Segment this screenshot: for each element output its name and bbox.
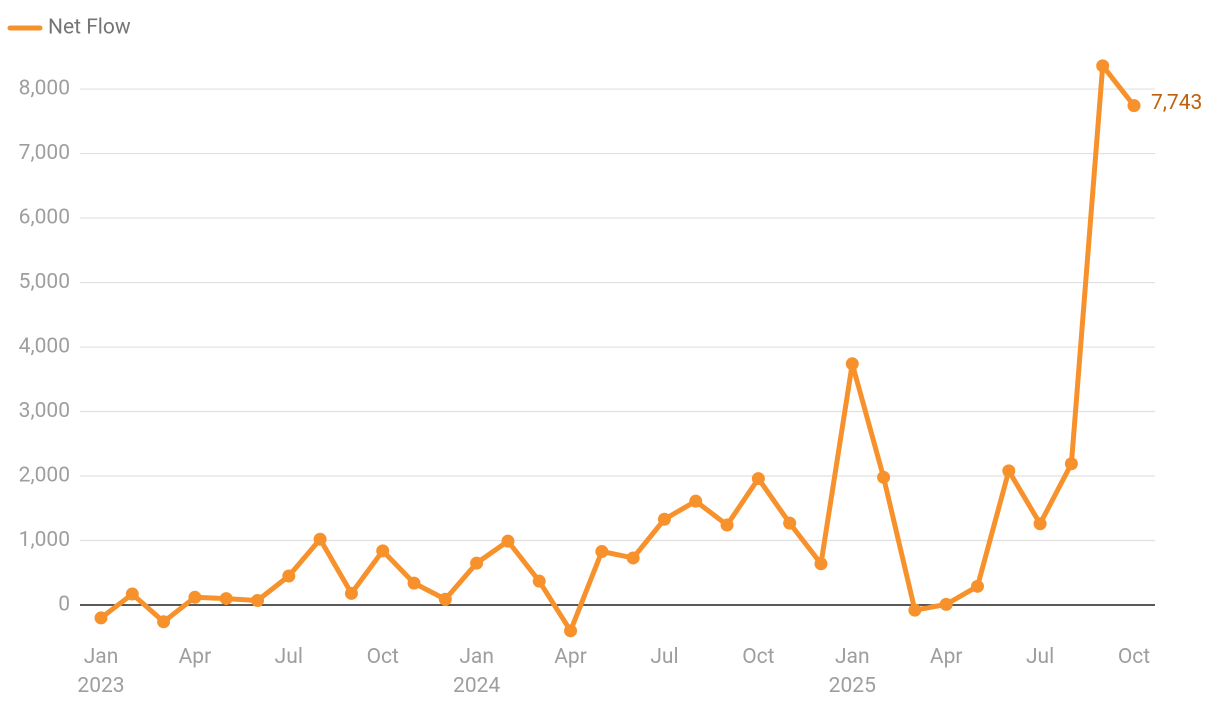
data-point (595, 544, 609, 558)
data-point (407, 576, 421, 590)
x-tick-label: Jul (275, 645, 303, 669)
data-point (313, 532, 327, 546)
data-point (157, 615, 171, 629)
value-label: 7,743 (1151, 91, 1202, 115)
data-point (501, 534, 515, 548)
x-tick-label: Apr (930, 645, 963, 669)
data-point (877, 470, 891, 484)
y-tick-label: 6,000 (19, 206, 70, 230)
legend-label: Net Flow (48, 16, 131, 40)
y-tick-label: 7,000 (19, 141, 70, 165)
data-point (125, 587, 139, 601)
data-point (344, 586, 358, 600)
x-tick-label: Jan 2023 (77, 645, 124, 698)
data-point (814, 557, 828, 571)
y-tick-label: 4,000 (19, 335, 70, 359)
data-point (908, 603, 922, 617)
data-point (939, 597, 953, 611)
data-point (188, 590, 202, 604)
y-tick-label: 2,000 (19, 464, 70, 488)
x-tick-label: Jul (650, 645, 678, 669)
data-point (657, 512, 671, 526)
data-point (970, 579, 984, 593)
x-tick-label: Apr (554, 645, 587, 669)
y-tick-label: 5,000 (19, 270, 70, 294)
data-point (532, 574, 546, 588)
y-tick-label: 3,000 (19, 399, 70, 423)
x-tick-label: Jul (1026, 645, 1054, 669)
data-point (1002, 464, 1016, 478)
data-point (783, 516, 797, 530)
data-point (438, 592, 452, 606)
y-tick-label: 1,000 (19, 528, 70, 552)
data-point (751, 472, 765, 486)
data-point (1096, 59, 1110, 73)
data-point (689, 494, 703, 508)
data-point (1064, 457, 1078, 471)
x-tick-label: Oct (367, 645, 399, 669)
data-point (94, 611, 108, 625)
y-tick-label: 8,000 (19, 77, 70, 101)
data-point (251, 594, 265, 608)
data-point (564, 624, 578, 638)
data-point (219, 592, 233, 606)
data-point (1033, 517, 1047, 531)
series-line (99, 63, 1136, 634)
y-tick-label: 0 (58, 593, 70, 617)
x-tick-label: Apr (179, 645, 212, 669)
x-tick-label: Oct (742, 645, 774, 669)
x-tick-label: Oct (1118, 645, 1150, 669)
data-point (282, 569, 296, 583)
data-point (720, 518, 734, 532)
data-point (626, 551, 640, 565)
data-point (845, 357, 859, 371)
data-point (376, 544, 390, 558)
data-point (470, 556, 484, 570)
x-tick-label: Jan 2025 (829, 645, 876, 698)
x-tick-label: Jan 2024 (453, 645, 500, 698)
data-point (1127, 99, 1141, 113)
